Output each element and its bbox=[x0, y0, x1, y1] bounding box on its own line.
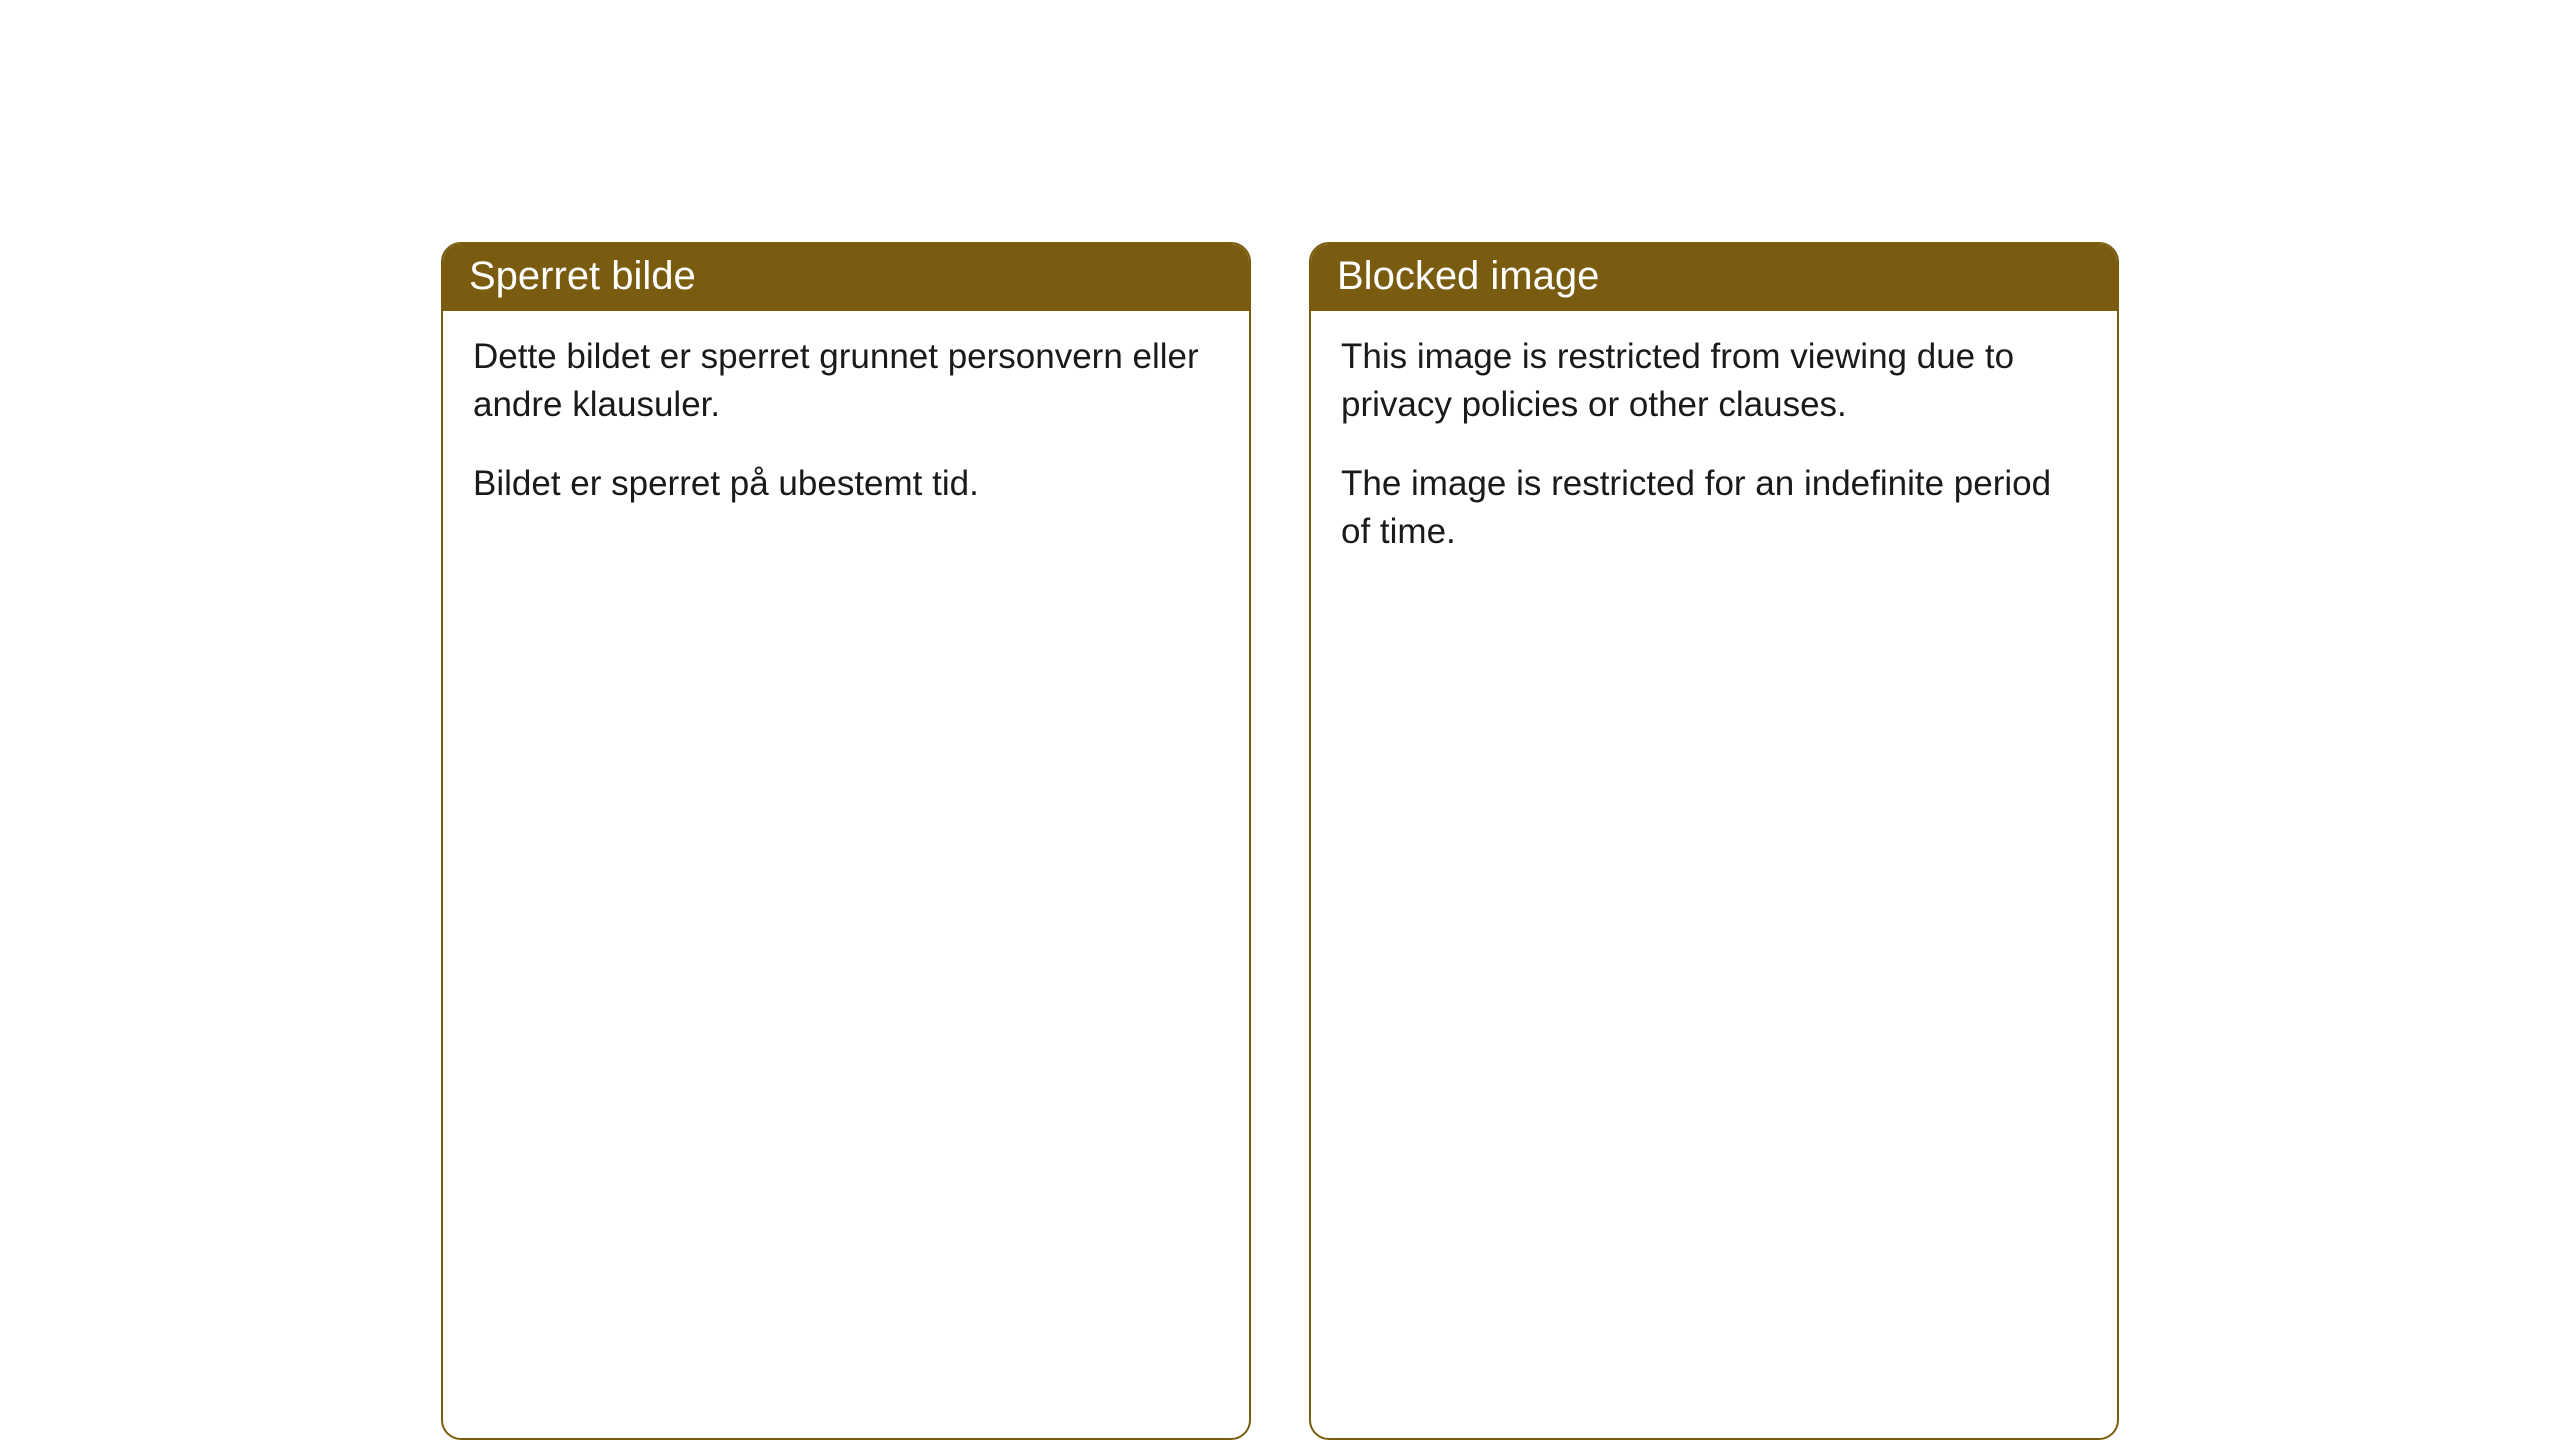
blocked-image-card-no: Sperret bilde Dette bildet er sperret gr… bbox=[441, 242, 1251, 1440]
card-header: Blocked image bbox=[1311, 244, 2117, 311]
card-body: This image is restricted from viewing du… bbox=[1311, 311, 2117, 592]
card-title: Sperret bilde bbox=[469, 254, 696, 298]
cards-container: Sperret bilde Dette bildet er sperret gr… bbox=[441, 242, 2119, 1440]
card-title: Blocked image bbox=[1337, 254, 1599, 298]
card-body: Dette bildet er sperret grunnet personve… bbox=[443, 311, 1249, 544]
card-paragraph: Bildet er sperret på ubestemt tid. bbox=[473, 460, 1219, 508]
card-header: Sperret bilde bbox=[443, 244, 1249, 311]
card-paragraph: This image is restricted from viewing du… bbox=[1341, 333, 2087, 430]
blocked-image-card-en: Blocked image This image is restricted f… bbox=[1309, 242, 2119, 1440]
card-paragraph: Dette bildet er sperret grunnet personve… bbox=[473, 333, 1219, 430]
card-paragraph: The image is restricted for an indefinit… bbox=[1341, 460, 2087, 557]
